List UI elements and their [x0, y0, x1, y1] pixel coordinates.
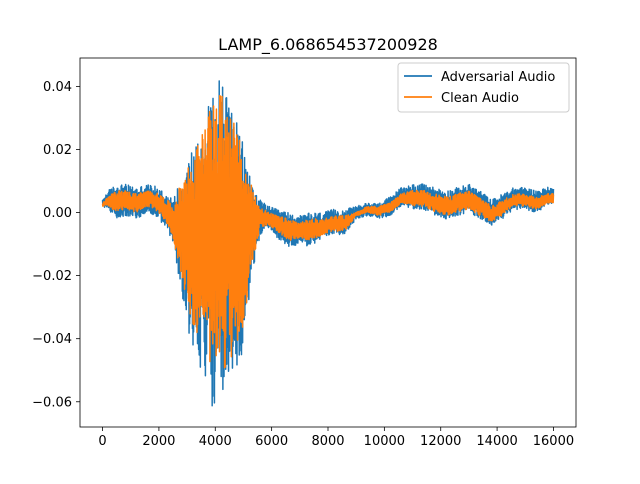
x-tick-label: 6000 [255, 434, 288, 449]
x-tick-label: 4000 [199, 434, 232, 449]
x-tick-label: 16000 [533, 434, 574, 449]
chart-title: LAMP_6.068654537200928 [218, 35, 438, 55]
legend-box [397, 62, 570, 113]
legend-label: Adversarial Audio [441, 70, 555, 85]
series-group [101, 80, 555, 407]
axes: 0 2000 4000 6000 8000 10000 12000 14000 16000 −0.… [32, 57, 577, 449]
x-tick-label: 8000 [311, 434, 344, 449]
y-tick-label: 0.02 [43, 143, 72, 158]
x-tick-label: 14000 [476, 434, 517, 449]
y-tick-label: −0.04 [32, 332, 72, 347]
y-tick-label: 0.04 [43, 80, 72, 95]
series-line-clean [101, 95, 555, 369]
y-tick-label: −0.06 [32, 395, 72, 410]
y-tick-label: −0.02 [32, 269, 72, 284]
legend: Adversarial Audio Clean Audio [397, 62, 570, 113]
y-tick-label: 0.00 [43, 206, 72, 221]
plot-area [101, 80, 555, 407]
x-tick-label: 10000 [364, 434, 405, 449]
x-tick-label: 0 [98, 434, 106, 449]
legend-label: Clean Audio [441, 91, 519, 106]
x-tick-label: 12000 [420, 434, 461, 449]
x-tick-label: 2000 [142, 434, 175, 449]
